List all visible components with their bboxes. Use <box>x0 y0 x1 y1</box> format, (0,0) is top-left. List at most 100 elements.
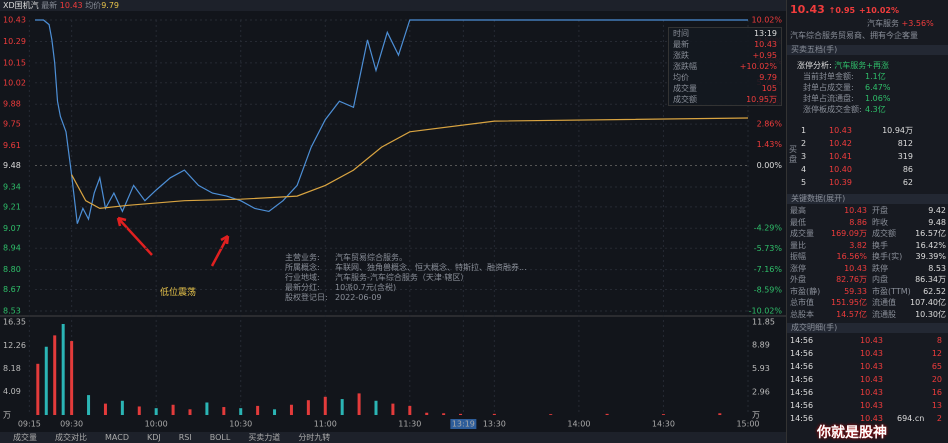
pct-tick-label: -10.02% <box>749 307 783 316</box>
tab[interactable]: RSI <box>178 433 192 442</box>
bid-price: 10.39 <box>829 178 852 187</box>
key-value: 107.40亿 <box>910 298 946 307</box>
bid-level: 5 <box>801 178 807 187</box>
trade-time: 14:56 <box>790 336 814 345</box>
bid-price: 10.41 <box>829 152 852 161</box>
limit-value: 6.47% <box>865 83 891 92</box>
info-value: 汽车贸易综合服务。 <box>335 253 407 262</box>
bid-price: 10.42 <box>829 139 852 148</box>
tab-bar <box>0 432 786 443</box>
pct-tick-label: 0.00% <box>757 161 783 170</box>
key-label: 换手(实) <box>872 252 903 261</box>
limit-value: 1.1亿 <box>865 72 886 81</box>
bid-price: 10.43 <box>829 126 852 135</box>
volume-bar <box>442 413 446 415</box>
x-tick-label: 11:00 <box>314 420 337 429</box>
y-tick-label: 9.07 <box>3 224 21 233</box>
side-panel: 10.43 ↑0.95 +10.02% 汽车服务 +3.56% 汽车综合服务贸易… <box>786 0 948 443</box>
tab[interactable]: MACD <box>105 433 129 442</box>
info-value: 车联网、独角兽概念、恒大概念、特斯拉、融资融券... <box>335 263 527 272</box>
tooltip-label: 成交额 <box>673 95 697 104</box>
trade-price: 10.43 <box>860 414 883 423</box>
tooltip-label: 涨跌幅 <box>673 62 697 71</box>
key-value: 59.33 <box>844 286 867 296</box>
chart-bg <box>0 0 786 443</box>
pct-tick-label: -7.16% <box>754 265 783 274</box>
trade-price: 10.43 <box>860 336 883 345</box>
vol-unit: 万 <box>752 411 760 420</box>
tooltip-value: +10.02% <box>739 62 777 71</box>
vol-tick-label: 4.09 <box>3 387 21 396</box>
volume-bar <box>137 406 141 415</box>
tab[interactable]: 成交对比 <box>55 433 87 442</box>
description: 汽车综合服务贸易商、拥有今企客量 <box>790 31 918 40</box>
key-value: 62.52 <box>923 286 946 296</box>
y-tick-label: 8.94 <box>3 244 21 253</box>
avg-price: 9.79 <box>101 1 119 10</box>
tab[interactable]: KDJ <box>146 433 161 442</box>
x-tick-label: 13:19 <box>452 420 475 429</box>
volume-bar <box>357 393 361 415</box>
tab[interactable]: 分时九转 <box>298 433 331 442</box>
volume-bar <box>103 403 107 415</box>
x-tick-label: 14:30 <box>652 420 675 429</box>
pct: +10.02% <box>858 6 899 15</box>
x-tick-label: 15:00 <box>736 420 759 429</box>
y-tick-label: 9.48 <box>3 161 21 170</box>
x-tick-label: 09:30 <box>60 420 83 429</box>
y-tick-label: 8.67 <box>3 285 21 294</box>
y-tick-label: 8.53 <box>3 307 21 316</box>
volume-bar <box>171 404 175 415</box>
price-line <box>35 19 748 224</box>
key-value: 10.30亿 <box>915 309 946 319</box>
key-label: 昨收 <box>872 217 888 227</box>
key-label: 振幅 <box>790 252 806 261</box>
bid-level: 2 <box>801 139 807 148</box>
tooltip-value: 105 <box>761 84 777 93</box>
limit-label: 涨停板成交金额: <box>803 105 862 114</box>
y-tick-label: 10.43 <box>3 16 26 25</box>
key-label: 最低 <box>790 217 806 227</box>
key-value: 86.34万 <box>915 275 946 284</box>
info-label: 行业地域: <box>285 273 320 282</box>
trade-volume: 12 <box>931 349 942 358</box>
vol-unit: 万 <box>3 411 11 420</box>
tab[interactable]: 买卖力道 <box>248 433 281 442</box>
volume-bar <box>306 400 310 415</box>
key-value: 8.86 <box>849 217 867 227</box>
key-label: 外盘 <box>790 275 806 284</box>
key-value: 16.42% <box>915 240 946 250</box>
crosshair-label-bg <box>450 419 477 429</box>
header-bar <box>0 0 786 11</box>
limit-value: 1.06% <box>865 94 891 103</box>
avg-label: 均价 <box>85 1 102 10</box>
watermark: 你就是股神 <box>817 425 887 441</box>
y-tick-label: 10.29 <box>3 37 26 46</box>
trade-volume: 20 <box>931 375 942 384</box>
tab[interactable]: BOLL <box>209 433 231 442</box>
annotation: 低位震荡 <box>160 288 197 298</box>
intraday-chart: 10.43 10.29 10.15 10.02 9.88 9.75 9.61 9.48 9.34… <box>0 0 786 443</box>
y-tick-label: 9.61 <box>3 141 21 150</box>
pct-tick-label: -4.29% <box>754 223 783 232</box>
tab[interactable]: 成交量 <box>13 433 37 442</box>
tooltip-value: 9.79 <box>759 73 777 82</box>
y-tick-label: 9.88 <box>3 100 21 109</box>
tooltip: 时间 13:19 最新 10.43 涨跌 +0.95 涨跌幅 +10.02% 均价 9.79 成交量… <box>668 27 782 106</box>
volume-bar <box>222 407 226 415</box>
volume-bar <box>289 404 293 415</box>
limit-title: 涨停分析: <box>797 61 832 70</box>
vol-tick-label: 11.85 <box>752 318 775 327</box>
stock-name: XD国机汽 <box>3 1 39 10</box>
trade-volume: 2 <box>936 414 942 423</box>
volume-bar <box>87 395 91 415</box>
y-tick-label: 9.34 <box>3 182 21 191</box>
key-label: 内盘 <box>872 275 888 284</box>
latest-label: 最新 <box>41 1 58 10</box>
trade-price: 10.43 <box>860 401 883 410</box>
vol-tick-label: 5.93 <box>752 364 770 373</box>
pct-tick-label: -5.73% <box>754 244 783 253</box>
bid-level: 3 <box>801 152 807 161</box>
trade-volume: 16 <box>931 388 942 397</box>
bid-level: 4 <box>801 165 807 174</box>
